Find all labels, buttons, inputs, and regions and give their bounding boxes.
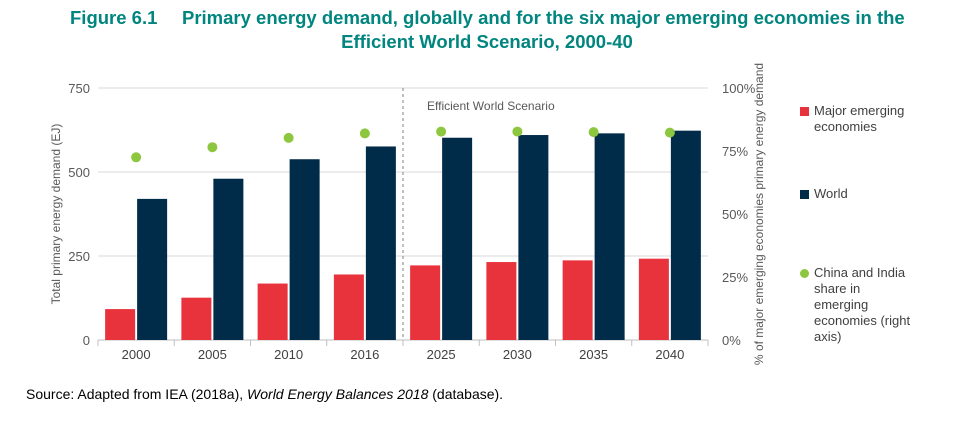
bar-world bbox=[365, 146, 396, 340]
legend-swatch-major-emerging bbox=[800, 107, 809, 116]
bar-major-emerging bbox=[486, 262, 517, 340]
source-suffix: (database). bbox=[428, 386, 504, 402]
y-right-tick-label: 25% bbox=[722, 270, 748, 285]
y-tick-label: 250 bbox=[68, 249, 90, 264]
legend-swatch-china-india-share bbox=[800, 269, 809, 278]
dot-china-india-share bbox=[512, 126, 523, 137]
x-tick-label: 2010 bbox=[274, 347, 303, 362]
dot-china-india-share bbox=[207, 142, 218, 153]
source-italic: World Energy Balances 2018 bbox=[247, 386, 429, 402]
figure-number: Figure 6.1 bbox=[70, 7, 158, 28]
bar-world bbox=[137, 198, 168, 340]
source-note: Source: Adapted from IEA (2018a), World … bbox=[26, 386, 503, 402]
x-tick-label: 2016 bbox=[350, 347, 379, 362]
y-tick-label: 750 bbox=[68, 81, 90, 96]
dot-china-india-share bbox=[283, 132, 294, 143]
bar-world bbox=[213, 178, 244, 340]
y-tick-label: 0 bbox=[83, 333, 90, 348]
x-tick-label: 2035 bbox=[579, 347, 608, 362]
bar-major-emerging bbox=[638, 258, 669, 340]
legend-label-china-india-share: China and India share in emerging econom… bbox=[814, 265, 911, 344]
legend-swatch-world bbox=[800, 190, 809, 199]
bar-world bbox=[670, 130, 701, 340]
bar-world bbox=[442, 137, 473, 340]
legend-label-major-emerging: Major emerging economies bbox=[814, 103, 905, 134]
x-tick-label: 2025 bbox=[427, 347, 456, 362]
y-right-tick-label: 75% bbox=[722, 144, 748, 159]
y-right-tick-label: 100% bbox=[722, 81, 756, 96]
dot-china-india-share bbox=[131, 152, 142, 163]
bar-world bbox=[518, 135, 549, 340]
bar-world bbox=[594, 133, 625, 340]
title-text-1: Primary energy demand, globally and for … bbox=[182, 7, 905, 28]
scenario-annotation: Efficient World Scenario bbox=[427, 99, 555, 113]
bar-major-emerging bbox=[562, 260, 593, 340]
x-tick-label: 2040 bbox=[655, 347, 684, 362]
x-tick-label: 2030 bbox=[503, 347, 532, 362]
bar-major-emerging bbox=[410, 265, 441, 340]
dot-china-india-share bbox=[588, 127, 599, 138]
legend-label-world: World bbox=[814, 186, 848, 201]
title-line-2: Efficient World Scenario, 2000-40 bbox=[341, 31, 633, 52]
y-axis-title: Total primary energy demand (EJ) bbox=[49, 124, 63, 305]
y-right-tick-label: 50% bbox=[722, 207, 748, 222]
bar-major-emerging bbox=[181, 297, 212, 340]
dot-china-india-share bbox=[436, 126, 447, 137]
x-tick-label: 2005 bbox=[198, 347, 227, 362]
bar-major-emerging bbox=[257, 283, 288, 340]
title-line-1: Figure 6.1 Primary energy demand, globall… bbox=[70, 6, 905, 30]
x-tick-label: 2000 bbox=[122, 347, 151, 362]
source-prefix: Source: Adapted from IEA (2018a), bbox=[26, 386, 248, 402]
y-right-axis-title: % of major emerging economies primary en… bbox=[752, 63, 766, 365]
y-tick-label: 500 bbox=[68, 165, 90, 180]
bar-major-emerging bbox=[105, 309, 136, 340]
dot-china-india-share bbox=[664, 127, 675, 138]
dot-china-india-share bbox=[359, 128, 370, 139]
y-right-tick-label: 0% bbox=[722, 333, 741, 348]
bar-world bbox=[289, 159, 320, 340]
bar-major-emerging bbox=[333, 274, 364, 340]
